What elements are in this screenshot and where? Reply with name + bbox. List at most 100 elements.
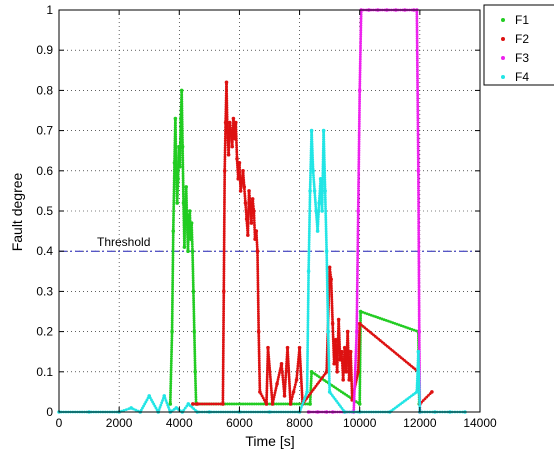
trail-dot [235,146,239,149]
trail-dot [416,101,420,104]
trail-dot [326,303,330,307]
trail-dot [227,141,231,145]
trail-dot [356,200,360,204]
trail-dot [308,209,312,213]
trail-dot [222,225,226,229]
legend-box [483,4,554,86]
trail-dot [227,148,231,152]
trail-dot [284,369,288,373]
trail-dot [277,373,281,377]
trail-dot [358,95,362,99]
trail-dot [124,408,128,411]
trail-dot [352,392,356,396]
trail-dot [357,342,361,346]
trail-dot [322,135,326,139]
trail-dot [246,222,250,226]
trail-dot [293,383,297,387]
trail-dot [194,379,197,383]
trail-dot [401,324,405,328]
trail-dot [320,196,324,200]
trail-dot [417,206,420,210]
trail-dot [256,298,260,302]
trail-dot [354,359,358,363]
trail-dot [336,361,339,365]
trail-dot [418,401,422,405]
trail-dot [181,179,185,182]
trail-dot [256,272,260,275]
trail-dot [322,140,326,144]
trail-dot [417,310,421,314]
data-point [222,169,227,173]
legend-label: F1 [515,13,529,27]
trail-dot [350,389,354,393]
trail-dot [169,361,173,365]
trail-dot [357,147,361,150]
data-point [232,136,237,141]
data-point [225,128,230,133]
trail-dot [176,189,180,193]
trail-dot [355,303,359,307]
trail-dot [416,131,420,135]
trail-dot [234,130,238,134]
trail-dot [239,402,243,406]
trail-dot [325,290,329,293]
trail-dot [171,252,175,255]
trail-dot [415,63,419,67]
trail-dot [222,252,226,255]
trail-dot [246,227,250,230]
trail-dot [268,368,272,372]
trail-dot [359,17,363,21]
trail-dot [355,310,359,313]
data-point [168,402,173,406]
trail-dot [171,278,175,282]
trail-dot [324,209,328,213]
trail-dot [269,384,273,388]
trail-dot [416,92,420,96]
trail-dot [321,173,325,177]
trail-dot [306,316,310,320]
trail-dot [194,397,198,401]
trail-dot [281,378,285,382]
trail-dot [415,57,419,60]
trail-dot [380,317,384,321]
trail-dot [345,363,348,367]
trail-dot [287,364,290,368]
trail-dot [268,373,272,377]
trail-dot [416,96,420,100]
y-tick-label: 0.2 [36,325,53,339]
trail-dot [358,75,362,79]
trail-dot [357,160,361,164]
trail-dot [284,373,288,377]
trail-dot [306,352,309,356]
y-tick-label: 0.9 [36,43,53,57]
trail-dot [265,375,269,379]
trail-dot [298,355,302,359]
trail-dot [288,389,292,392]
trail-dot [269,382,273,386]
trail-dot [257,339,261,342]
trail-dot [327,350,331,354]
data-point [223,120,228,125]
trail-dot [421,399,425,402]
trail-dot [302,399,306,403]
trail-dot [222,260,226,264]
trail-dot [314,200,317,204]
trail-dot [257,348,261,351]
trail-dot [359,46,362,50]
trail-dot [308,397,312,401]
trail-dot [325,287,329,291]
trail-dot [171,260,175,264]
trail-dot [350,375,353,379]
trail-dot [324,225,328,229]
trail-dot [397,323,401,327]
trail-dot [325,245,328,249]
trail-dot [356,238,360,242]
trail-dot [181,165,185,169]
trail-dot [222,240,226,244]
trail-dot [225,113,229,116]
trail-dot [235,150,239,154]
trail-dot [309,176,312,179]
trail-dot [228,123,232,127]
data-point [415,390,419,394]
trail-dot [417,233,421,237]
